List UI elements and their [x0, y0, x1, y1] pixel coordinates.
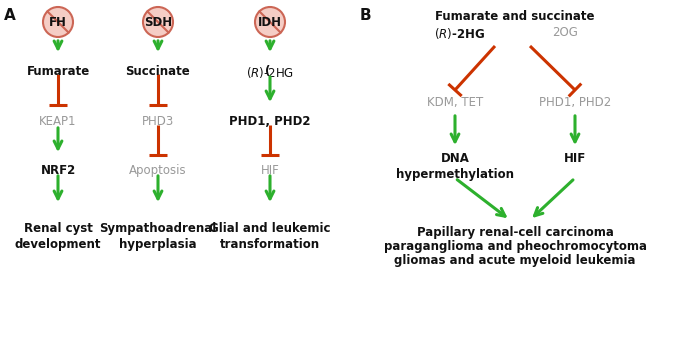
Text: paraganglioma and pheochromocytoma: paraganglioma and pheochromocytoma — [384, 240, 647, 253]
Text: Succinate: Succinate — [126, 65, 190, 78]
Text: Papillary renal-cell carcinoma: Papillary renal-cell carcinoma — [417, 226, 613, 239]
Text: KDM, TET: KDM, TET — [427, 96, 483, 109]
Text: PHD1, PHD2: PHD1, PHD2 — [539, 96, 611, 109]
Circle shape — [255, 7, 285, 37]
Text: gliomas and acute myeloid leukemia: gliomas and acute myeloid leukemia — [394, 254, 635, 267]
Text: PHD1, PHD2: PHD1, PHD2 — [229, 115, 310, 128]
Text: (: ( — [265, 65, 270, 78]
Text: Fumarate and succinate: Fumarate and succinate — [435, 10, 595, 23]
Text: Fumarate: Fumarate — [26, 65, 90, 78]
Circle shape — [43, 7, 73, 37]
Text: PHD3: PHD3 — [142, 115, 174, 128]
Text: HIF: HIF — [261, 164, 279, 177]
Text: HIF: HIF — [564, 152, 586, 165]
Text: Glial and leukemic
transformation: Glial and leukemic transformation — [209, 222, 331, 251]
Text: Apoptosis: Apoptosis — [129, 164, 187, 177]
Text: $(\mathit{R})$-2HG: $(\mathit{R})$-2HG — [246, 65, 294, 80]
Text: DNA
hypermethylation: DNA hypermethylation — [396, 152, 514, 181]
Text: A: A — [4, 8, 16, 23]
Text: FH: FH — [49, 16, 67, 29]
Text: SDH: SDH — [144, 16, 172, 29]
Text: $(\mathit{R})$-2HG: $(\mathit{R})$-2HG — [435, 26, 486, 41]
Text: Renal cyst
development: Renal cyst development — [14, 222, 101, 251]
Text: 2OG: 2OG — [552, 26, 578, 39]
Text: Sympathoadrenal
hyperplasia: Sympathoadrenal hyperplasia — [99, 222, 217, 251]
Circle shape — [143, 7, 173, 37]
Text: KEAP1: KEAP1 — [39, 115, 77, 128]
Text: IDH: IDH — [258, 16, 282, 29]
Text: B: B — [360, 8, 372, 23]
Text: NRF2: NRF2 — [41, 164, 76, 177]
